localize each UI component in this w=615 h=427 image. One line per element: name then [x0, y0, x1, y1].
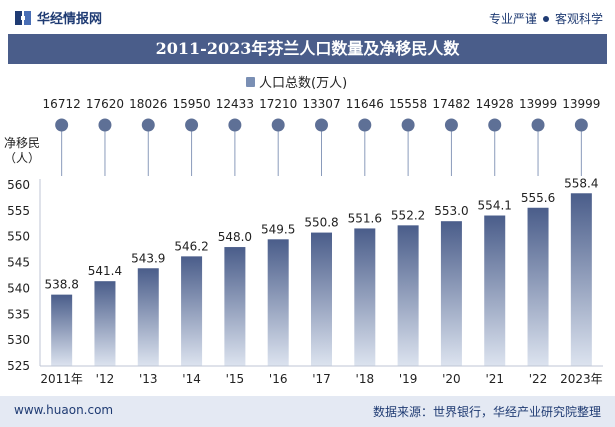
tagline: 专业严谨 客观科学	[489, 10, 603, 27]
x-tick-label: '22	[529, 372, 548, 386]
net-migration-dot	[315, 118, 328, 132]
population-bar	[484, 215, 506, 366]
population-value-label: 546.2	[174, 239, 208, 253]
population-bar	[440, 221, 462, 366]
population-value-label: 553.0	[434, 204, 468, 218]
population-value-label: 554.1	[478, 199, 512, 213]
title-bar: 2011-2023年芬兰人口数量及净移民人数	[8, 34, 607, 64]
y-axis: 525 530 535 540 545 550 555 560	[7, 178, 41, 373]
population-bar	[527, 207, 549, 366]
x-tick-label: '12	[96, 372, 115, 386]
legend-label: 人口总数(万人)	[259, 76, 348, 91]
net-migration-dot	[98, 118, 112, 132]
x-tick-label: '17	[312, 372, 331, 386]
net-migration-value-label: 13999	[519, 97, 557, 111]
population-value-label: 543.9	[131, 251, 165, 265]
x-axis: 2011年 '12 '13 '14 '15 '16 '17 '18 '19 '20 '21 '22 20…	[40, 365, 603, 386]
population-bar	[570, 193, 592, 366]
population-bar	[94, 281, 116, 366]
population-value-label: 549.5	[261, 222, 295, 236]
population-value-label: 551.6	[348, 211, 382, 225]
chart-canvas: 16712 17620 18026 15950 12433 17210 13307 11646…	[7, 97, 603, 386]
population-value-label: 541.4	[88, 264, 122, 278]
legend-swatch-icon	[246, 76, 255, 87]
population-bar	[51, 294, 73, 366]
tagline-dot-icon	[542, 15, 549, 22]
net-migration-dot	[531, 118, 545, 132]
net-migration-value-label: 18026	[129, 97, 167, 111]
net-migration-axis-label-line1: 净移民	[4, 136, 41, 150]
tagline-left: 专业严谨	[488, 12, 537, 26]
footer-bar: www.huaon.com 数据来源：世界银行，华经产业研究院整理	[0, 396, 615, 427]
x-tick-label: 2011年	[40, 372, 83, 386]
y-tick-label: 545	[7, 256, 30, 270]
net-migration-value-label: 17620	[86, 97, 124, 111]
net-migration-value-label: 17482	[432, 97, 470, 111]
net-migration-dot	[141, 118, 155, 132]
net-migration-dot	[444, 118, 458, 132]
net-migration-value-label: 15558	[389, 97, 427, 111]
tagline-right: 客观科学	[554, 12, 603, 26]
footer-source: 数据来源：世界银行，华经产业研究院整理	[372, 405, 601, 419]
net-migration-value-label: 13307	[302, 97, 340, 111]
net-migration-dot	[574, 118, 588, 132]
net-migration-dot	[358, 118, 372, 132]
net-migration-dot	[185, 118, 199, 132]
net-migration-axis-label: 净移民 （人）	[4, 136, 40, 166]
net-migration-value-label: 16712	[43, 97, 81, 111]
net-migration-value-label: 15950	[172, 97, 210, 111]
x-tick-label: '20	[442, 372, 461, 386]
x-tick-label: '15	[226, 372, 245, 386]
net-migration-value-label: 17210	[259, 97, 297, 111]
x-tick-label: '21	[485, 372, 504, 386]
y-tick-label: 535	[7, 307, 30, 321]
y-tick-label: 550	[7, 230, 30, 244]
footer-url[interactable]: www.huaon.com	[14, 403, 114, 417]
logo-text: 华经情报网	[37, 12, 103, 27]
net-migration-dot	[55, 118, 69, 132]
x-tick-label: '16	[269, 372, 288, 386]
population-bar	[224, 247, 246, 366]
population-bar-series: 538.8 541.4 543.9 546.2 548.0 549.5 550.8 551.6…	[44, 176, 599, 366]
net-migration-value-label: 13999	[562, 97, 600, 111]
brand-logo[interactable]: 华经情报网	[14, 8, 102, 27]
x-tick-label: '14	[182, 372, 201, 386]
net-migration-dot	[488, 118, 502, 132]
net-migration-dot	[228, 118, 242, 132]
y-tick-label: 525	[7, 359, 30, 373]
population-value-label: 548.0	[218, 230, 252, 244]
chart-legend: 人口总数(万人)	[246, 72, 347, 91]
net-migration-axis-label-line2: （人）	[4, 151, 41, 165]
x-tick-label: '13	[139, 372, 158, 386]
y-tick-label: 560	[7, 178, 30, 192]
x-tick-label: 2023年	[560, 372, 603, 386]
x-tick-label: '18	[356, 372, 375, 386]
population-value-label: 555.6	[521, 191, 555, 205]
population-bar	[397, 225, 419, 366]
y-tick-label: 555	[7, 204, 30, 218]
y-tick-label: 540	[7, 281, 30, 295]
population-value-label: 550.8	[304, 216, 338, 230]
top-bar: 华经情报网 专业严谨 客观科学	[0, 0, 615, 34]
net-migration-series: 16712 17620 18026 15950 12433 17210 13307 11646…	[43, 97, 600, 176]
population-value-label: 558.4	[564, 176, 598, 190]
net-migration-value-label: 12433	[216, 97, 254, 111]
net-migration-value-label: 14928	[476, 97, 514, 111]
population-value-label: 552.2	[391, 208, 425, 222]
population-bar	[354, 228, 376, 366]
population-bar	[311, 232, 332, 366]
net-migration-dot	[271, 118, 285, 132]
population-bar	[267, 239, 289, 366]
chart-title: 2011-2023年芬兰人口数量及净移民人数	[155, 39, 460, 58]
y-tick-label: 530	[7, 333, 30, 347]
logo-icon	[14, 9, 32, 27]
population-value-label: 538.8	[44, 278, 78, 292]
population-bar	[181, 256, 203, 366]
x-tick-label: '19	[399, 372, 418, 386]
population-bar	[137, 268, 159, 366]
net-migration-value-label: 11646	[346, 97, 384, 111]
net-migration-dot	[401, 118, 415, 132]
